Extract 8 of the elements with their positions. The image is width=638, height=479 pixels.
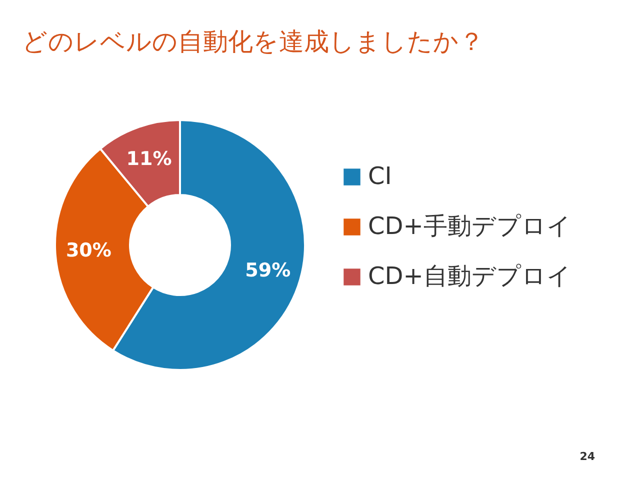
data-label: 59% [245,260,291,282]
chart-title: どのレベルの自動化を達成しましたか？ [22,27,484,56]
legend-label: CI [368,162,392,190]
legend-label: CD+手動デプロイ [368,212,572,240]
data-label: 11% [126,148,172,170]
legend-label: CD+自動デプロイ [368,262,572,290]
text: 24 [580,450,596,463]
data-label: 30% [66,240,112,262]
